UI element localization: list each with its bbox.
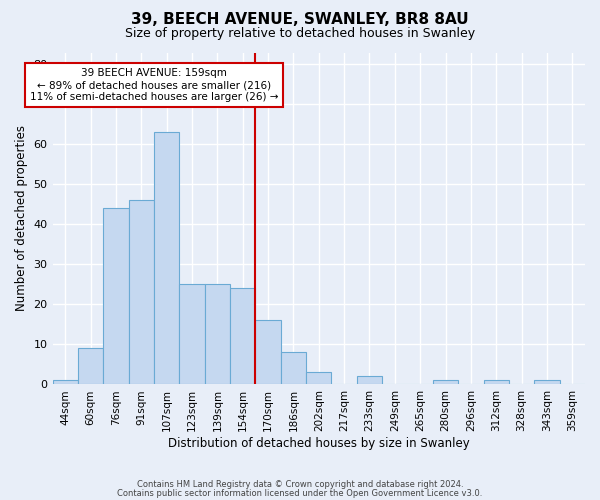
Text: Contains HM Land Registry data © Crown copyright and database right 2024.: Contains HM Land Registry data © Crown c…	[137, 480, 463, 489]
Bar	[205, 284, 230, 384]
Bar	[484, 380, 509, 384]
Bar	[534, 380, 560, 384]
Text: Size of property relative to detached houses in Swanley: Size of property relative to detached ho…	[125, 28, 475, 40]
Bar	[103, 208, 128, 384]
Text: 39, BEECH AVENUE, SWANLEY, BR8 8AU: 39, BEECH AVENUE, SWANLEY, BR8 8AU	[131, 12, 469, 28]
Bar	[281, 352, 306, 384]
Bar	[154, 132, 179, 384]
Text: Contains public sector information licensed under the Open Government Licence v3: Contains public sector information licen…	[118, 489, 482, 498]
Bar	[230, 288, 256, 384]
Bar	[357, 376, 382, 384]
Bar	[128, 200, 154, 384]
Bar	[306, 372, 331, 384]
X-axis label: Distribution of detached houses by size in Swanley: Distribution of detached houses by size …	[168, 437, 470, 450]
Bar	[179, 284, 205, 384]
Bar	[78, 348, 103, 384]
Bar	[433, 380, 458, 384]
Bar	[53, 380, 78, 384]
Bar	[256, 320, 281, 384]
Y-axis label: Number of detached properties: Number of detached properties	[15, 126, 28, 312]
Text: 39 BEECH AVENUE: 159sqm
← 89% of detached houses are smaller (216)
11% of semi-d: 39 BEECH AVENUE: 159sqm ← 89% of detache…	[30, 68, 278, 102]
